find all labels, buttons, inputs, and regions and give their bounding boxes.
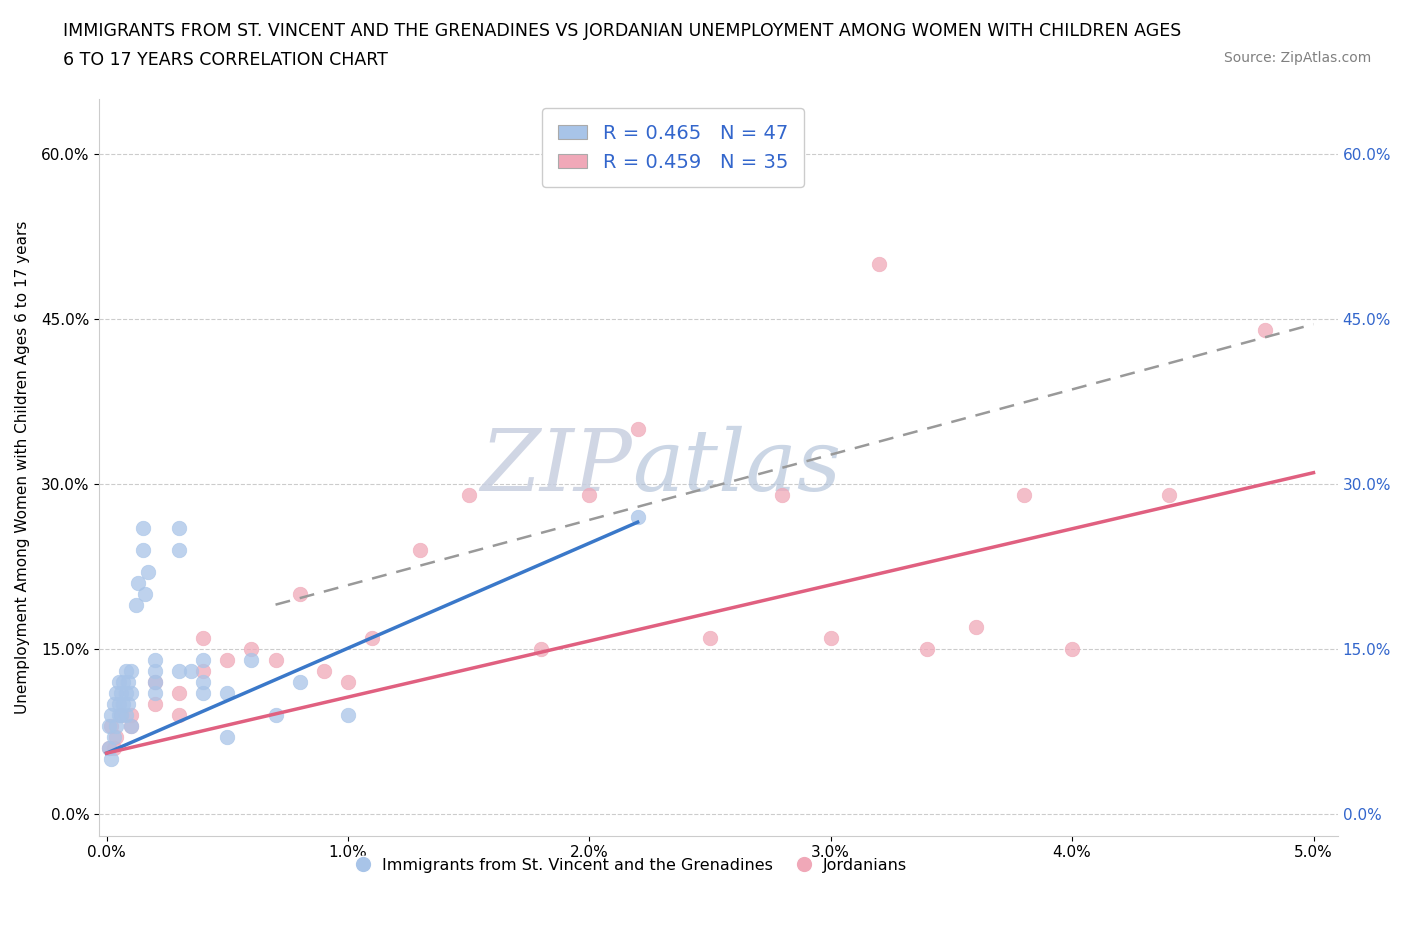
Point xyxy=(115,707,138,722)
Point xyxy=(167,685,190,700)
Point xyxy=(240,652,263,667)
Point xyxy=(167,707,190,722)
Point xyxy=(105,718,128,733)
Point xyxy=(361,631,384,645)
Point xyxy=(134,586,156,601)
Point xyxy=(1012,487,1035,502)
Point xyxy=(627,510,650,525)
Point xyxy=(143,663,166,678)
Point xyxy=(112,674,135,689)
Point xyxy=(264,707,287,722)
Point xyxy=(217,685,239,700)
Point xyxy=(105,729,128,744)
Point xyxy=(699,631,721,645)
Point xyxy=(820,631,842,645)
Point xyxy=(107,697,129,711)
Point xyxy=(136,565,159,579)
Point xyxy=(107,707,129,722)
Point xyxy=(110,707,132,722)
Point xyxy=(180,663,202,678)
Point xyxy=(191,652,214,667)
Point xyxy=(132,542,155,557)
Point xyxy=(143,697,166,711)
Point xyxy=(336,674,359,689)
Point xyxy=(98,740,121,755)
Point xyxy=(120,718,142,733)
Point xyxy=(143,652,166,667)
Point xyxy=(217,729,239,744)
Point xyxy=(578,487,600,502)
Point xyxy=(100,751,122,766)
Text: 6 TO 17 YEARS CORRELATION CHART: 6 TO 17 YEARS CORRELATION CHART xyxy=(63,51,388,69)
Point xyxy=(1157,487,1180,502)
Point xyxy=(288,674,311,689)
Point xyxy=(110,707,132,722)
Point xyxy=(312,663,335,678)
Point xyxy=(120,707,142,722)
Point xyxy=(167,542,190,557)
Point xyxy=(530,641,553,656)
Point xyxy=(143,674,166,689)
Point xyxy=(103,729,125,744)
Point xyxy=(105,685,128,700)
Point xyxy=(98,718,121,733)
Point xyxy=(98,740,121,755)
Point xyxy=(240,641,263,656)
Point xyxy=(117,697,139,711)
Point xyxy=(100,707,122,722)
Point xyxy=(124,597,146,612)
Point xyxy=(110,685,132,700)
Point xyxy=(288,586,311,601)
Point xyxy=(127,576,149,591)
Text: atlas: atlas xyxy=(631,426,841,509)
Point xyxy=(191,663,214,678)
Point xyxy=(917,641,939,656)
Text: Source: ZipAtlas.com: Source: ZipAtlas.com xyxy=(1223,51,1371,65)
Point xyxy=(100,718,122,733)
Point xyxy=(264,652,287,667)
Point xyxy=(107,674,129,689)
Point xyxy=(457,487,479,502)
Point xyxy=(191,685,214,700)
Y-axis label: Unemployment Among Women with Children Ages 6 to 17 years: Unemployment Among Women with Children A… xyxy=(15,220,30,714)
Point xyxy=(1062,641,1084,656)
Point xyxy=(965,619,987,634)
Point xyxy=(191,674,214,689)
Point xyxy=(143,685,166,700)
Point xyxy=(103,740,125,755)
Point xyxy=(143,674,166,689)
Point xyxy=(120,685,142,700)
Point xyxy=(112,697,135,711)
Point xyxy=(217,652,239,667)
Point xyxy=(772,487,794,502)
Point xyxy=(409,542,432,557)
Point xyxy=(191,631,214,645)
Point xyxy=(120,718,142,733)
Point xyxy=(117,674,139,689)
Point xyxy=(627,421,650,436)
Point xyxy=(167,520,190,535)
Point xyxy=(115,685,138,700)
Legend: Immigrants from St. Vincent and the Grenadines, Jordanians: Immigrants from St. Vincent and the Gren… xyxy=(350,852,914,879)
Point xyxy=(336,707,359,722)
Point xyxy=(132,520,155,535)
Text: ZIP: ZIP xyxy=(479,426,631,509)
Point xyxy=(103,697,125,711)
Point xyxy=(868,257,890,272)
Point xyxy=(115,663,138,678)
Point xyxy=(120,663,142,678)
Point xyxy=(1254,323,1277,338)
Point xyxy=(167,663,190,678)
Text: IMMIGRANTS FROM ST. VINCENT AND THE GRENADINES VS JORDANIAN UNEMPLOYMENT AMONG W: IMMIGRANTS FROM ST. VINCENT AND THE GREN… xyxy=(63,22,1181,40)
